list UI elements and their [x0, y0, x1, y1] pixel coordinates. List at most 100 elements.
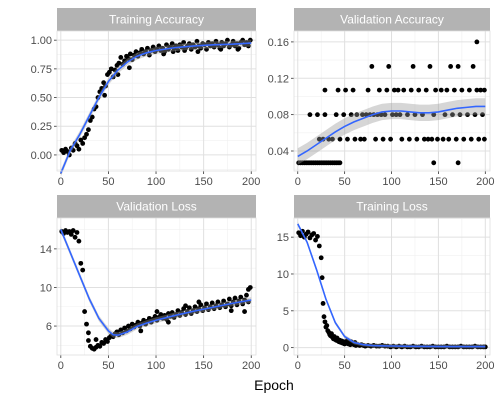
data-point	[481, 87, 487, 93]
data-point	[97, 343, 103, 349]
data-point	[324, 323, 330, 328]
x-tick-label: 0	[58, 176, 64, 188]
data-point	[358, 136, 363, 142]
data-point	[425, 136, 431, 142]
data-point	[378, 112, 384, 118]
x-tick-label: 100	[382, 360, 400, 372]
data-point	[93, 337, 99, 342]
data-point	[348, 112, 354, 118]
data-point	[474, 87, 480, 93]
panel-title: Validation Accuracy	[340, 13, 444, 27]
panel-title: Training Accuracy	[109, 13, 204, 27]
smooth-confidence-ribbon	[60, 226, 252, 339]
panel-border	[293, 30, 491, 172]
data-point	[89, 114, 95, 120]
data-point	[393, 112, 399, 118]
data-point	[345, 136, 350, 142]
data-point	[316, 136, 322, 142]
data-point	[390, 112, 395, 118]
data-point	[76, 146, 82, 152]
data-point	[228, 308, 234, 314]
data-point	[126, 65, 132, 71]
y-tick-label: 0.12	[268, 73, 289, 85]
data-point	[158, 312, 164, 317]
data-point	[421, 136, 427, 142]
data-point	[74, 230, 80, 235]
data-point	[399, 136, 405, 142]
data-point	[448, 64, 454, 69]
data-point	[194, 38, 200, 44]
data-point	[70, 147, 76, 153]
data-point	[427, 64, 433, 69]
data-point	[188, 46, 194, 52]
data-point	[472, 112, 478, 118]
data-point	[414, 136, 420, 142]
data-point	[156, 43, 162, 49]
data-point	[118, 54, 124, 60]
data-point	[126, 56, 131, 61]
x-tick-label: 200	[242, 360, 260, 372]
data-point	[343, 87, 348, 93]
data-point	[476, 136, 482, 142]
smooth-trend-line	[60, 42, 252, 174]
data-point	[440, 136, 446, 142]
data-point	[319, 275, 325, 281]
panel-title: Training Loss	[356, 200, 428, 214]
x-tick-label: 150	[429, 360, 447, 372]
data-point	[382, 112, 388, 118]
data-point	[480, 112, 485, 118]
data-point	[335, 87, 341, 93]
x-tick-label: 150	[194, 360, 212, 372]
data-point	[315, 112, 320, 118]
data-point	[397, 112, 403, 118]
data-point	[363, 112, 369, 118]
data-point	[395, 87, 401, 93]
data-point	[181, 40, 187, 45]
data-point	[108, 66, 114, 72]
data-point	[423, 87, 429, 93]
data-point	[182, 48, 187, 53]
data-point	[354, 112, 360, 118]
y-tick-label: 10	[40, 282, 52, 294]
data-point	[135, 319, 141, 325]
data-point	[86, 338, 91, 343]
data-point	[391, 87, 397, 93]
y-tick-label: 5	[283, 306, 289, 318]
data-point	[466, 87, 472, 93]
x-tick-label: 150	[429, 176, 447, 188]
data-point	[152, 314, 158, 319]
panel-4: Training Loss 0 50 100 150 200 0 5 10 15	[277, 195, 494, 372]
data-point	[247, 37, 253, 43]
data-point	[196, 299, 202, 305]
y-tick-label: 10	[277, 269, 289, 281]
data-point	[450, 112, 455, 118]
data-point	[373, 136, 378, 142]
x-tick-label: 50	[339, 176, 351, 188]
data-point	[322, 319, 328, 325]
data-point	[195, 49, 201, 55]
data-point	[352, 136, 358, 142]
data-point	[431, 112, 437, 118]
data-point	[127, 51, 133, 57]
data-point	[478, 87, 484, 93]
data-point	[446, 136, 452, 142]
x-tick-label: 100	[147, 360, 165, 372]
data-point	[141, 317, 147, 323]
data-point	[238, 294, 244, 300]
data-point	[166, 319, 171, 325]
y-tick-label: 14	[40, 244, 52, 256]
data-point	[431, 160, 437, 166]
data-point	[150, 44, 156, 50]
data-point	[82, 309, 88, 314]
data-point	[322, 112, 328, 118]
data-point	[408, 87, 414, 93]
data-point	[116, 60, 122, 66]
x-tick-label: 0	[295, 360, 301, 372]
data-point	[455, 64, 461, 69]
data-point	[225, 37, 230, 43]
smooth-trend-line	[60, 229, 252, 337]
x-tick-label: 200	[476, 360, 494, 372]
data-point	[435, 136, 440, 142]
data-point	[162, 313, 167, 318]
